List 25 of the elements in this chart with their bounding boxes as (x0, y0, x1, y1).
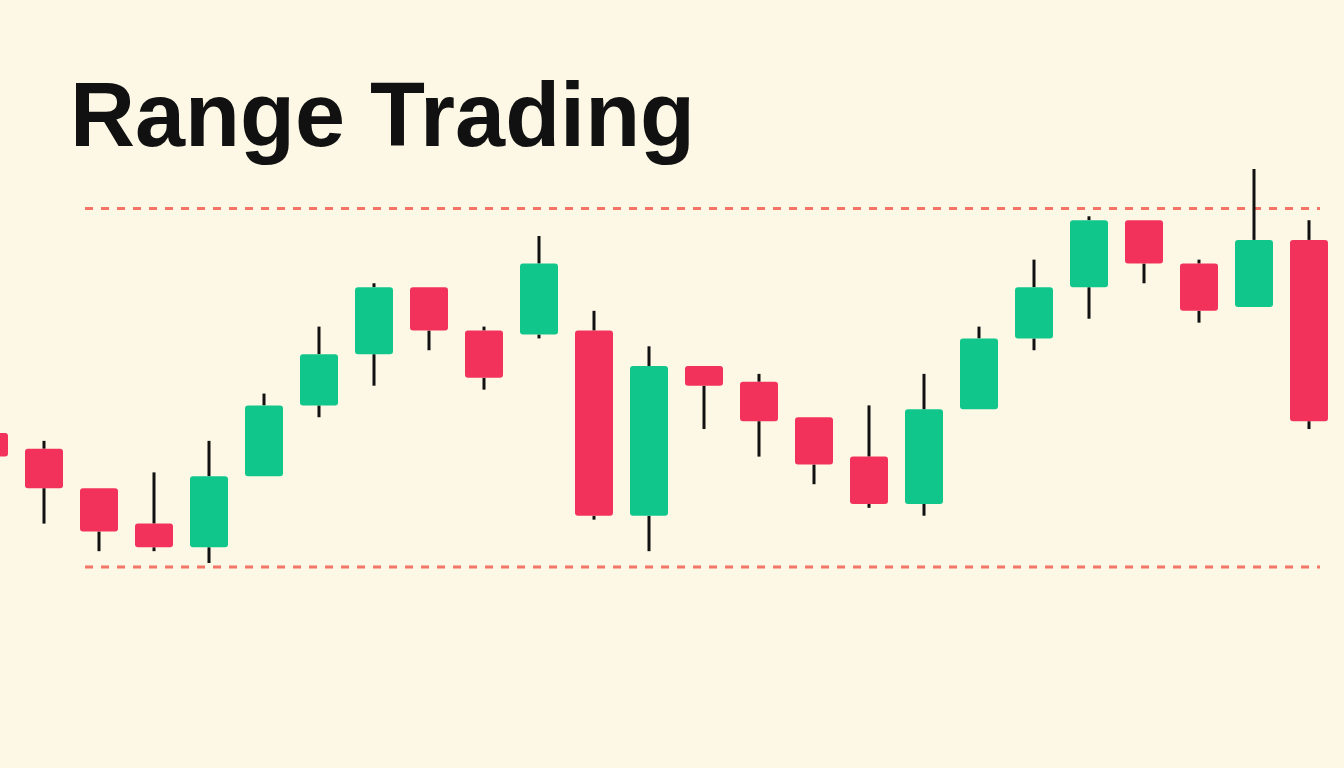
candlestick (135, 472, 173, 553)
candlestick (630, 346, 668, 553)
candlestick (575, 309, 613, 520)
candlestick (1235, 169, 1273, 307)
candlestick (850, 405, 888, 508)
candlestick (1015, 259, 1053, 352)
candlestick (300, 326, 338, 419)
candlestick (685, 366, 723, 431)
candlestick (905, 372, 943, 516)
candlestick (1290, 220, 1328, 431)
candlestick (1125, 220, 1163, 284)
candlestick (960, 326, 998, 410)
candlestick (80, 488, 118, 553)
candlestick (740, 372, 778, 457)
candlestick (190, 439, 228, 563)
candlestick (795, 417, 833, 486)
candlestick (1070, 216, 1108, 319)
candlestick (245, 393, 283, 477)
candlestick (355, 283, 393, 386)
chart-title: Range Trading (70, 65, 696, 165)
candlestick (520, 235, 558, 339)
candlestick (410, 287, 448, 352)
candlestick (25, 439, 63, 524)
candlestick (465, 326, 503, 390)
candlestick (1180, 259, 1218, 323)
